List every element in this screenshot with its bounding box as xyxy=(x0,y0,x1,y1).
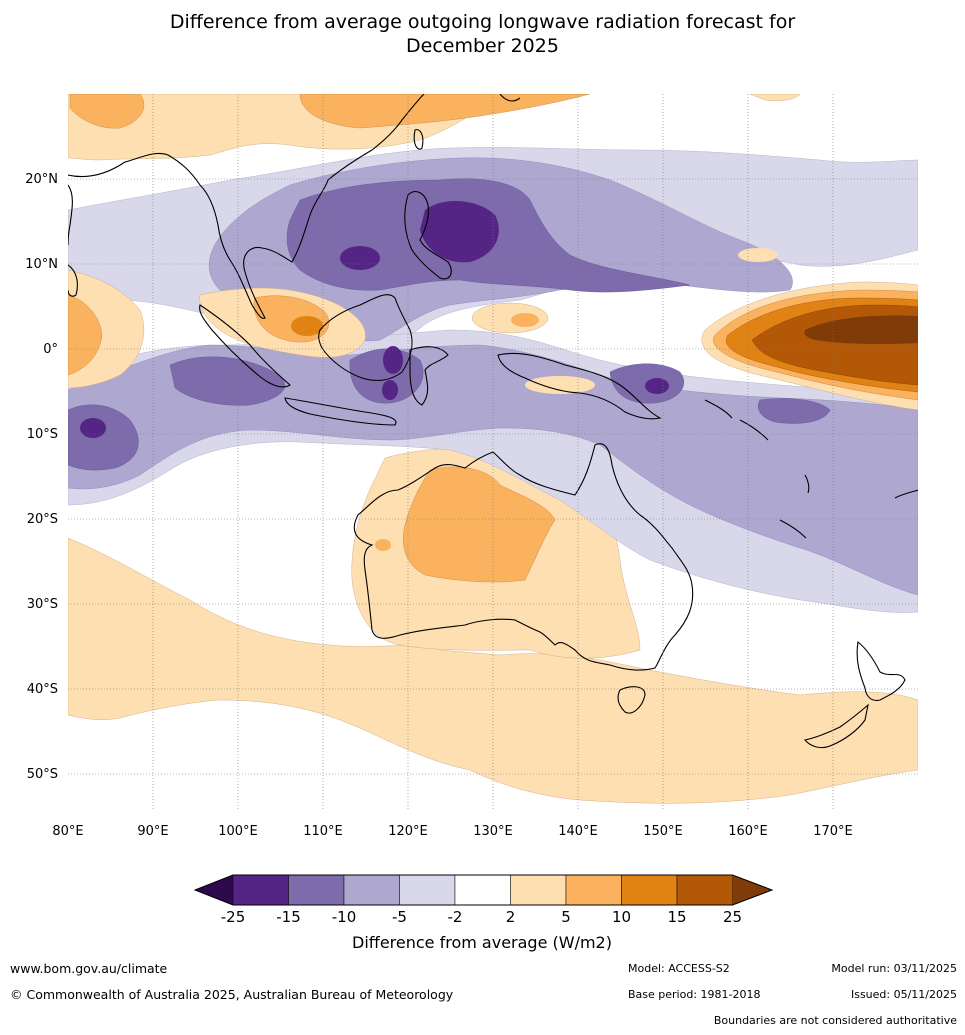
coast-india xyxy=(68,184,73,246)
coast-new-guinea xyxy=(497,352,662,420)
colorbar-segment xyxy=(399,874,456,906)
lat-label: 0° xyxy=(43,342,58,357)
anomaly-core-malaya xyxy=(291,316,323,336)
anomaly-blob-sulu-moderate xyxy=(511,313,539,327)
issued-date: Issued: 05/11/2025 xyxy=(850,988,957,1001)
anomaly-core-philippines xyxy=(420,200,499,263)
title-line-2: December 2025 xyxy=(406,35,559,57)
coastlines xyxy=(68,94,918,749)
coast-australia xyxy=(353,443,694,671)
anomaly-blob-pacific-positive xyxy=(738,248,778,262)
model-run-date: Model run: 03/11/2025 xyxy=(831,962,957,975)
lon-label: 160°E xyxy=(728,824,768,839)
colorbar-min-arrow xyxy=(195,875,233,905)
anomaly-region-australia-strong-positive xyxy=(403,466,556,583)
anomaly-core-png xyxy=(645,378,669,394)
lon-label: 170°E xyxy=(813,824,853,839)
coast-asia-mainland xyxy=(68,94,425,319)
lat-label: 10°N xyxy=(25,257,58,272)
coast-new-zealand-north xyxy=(856,640,906,701)
lat-label: 10°S xyxy=(27,427,58,442)
colorbar-tick-label: -10 xyxy=(332,908,357,926)
colorbar-segment xyxy=(510,874,567,906)
coast-fiji xyxy=(894,489,918,499)
colorbar-tick-label: 5 xyxy=(561,908,571,926)
colorbar-tick-label: 15 xyxy=(667,908,686,926)
lon-label: 140°E xyxy=(558,824,598,839)
anomaly-region-ne-positive xyxy=(749,94,801,101)
colorbar-tick-label: 2 xyxy=(506,908,516,926)
coast-taiwan xyxy=(413,129,424,150)
coast-japan xyxy=(499,94,521,102)
anomaly-blob-arafura-positive xyxy=(525,376,595,394)
title-line-1: Difference from average outgoing longwav… xyxy=(169,11,796,33)
coast-sumatra xyxy=(199,304,291,388)
lon-label: 110°E xyxy=(303,824,343,839)
lon-label: 120°E xyxy=(388,824,428,839)
anomaly-spot-wa xyxy=(375,539,391,551)
lat-label: 40°S xyxy=(27,682,58,697)
coast-java xyxy=(284,397,397,426)
lat-label: 30°S xyxy=(27,597,58,612)
lat-label: 20°N xyxy=(25,172,58,187)
longitude-labels: 80°E 90°E 100°E 110°E 120°E 130°E 140°E … xyxy=(52,824,852,839)
anomaly-region-sea-strong-negative xyxy=(169,356,285,406)
anomaly-region-china-moderate-positive xyxy=(299,94,591,129)
lon-label: 90°E xyxy=(137,824,168,839)
coast-tasmania xyxy=(617,686,646,714)
base-period: Base period: 1981-2018 xyxy=(628,988,761,1001)
anomaly-core-indian-ocean xyxy=(80,418,106,438)
anomaly-core-south-china-sea xyxy=(340,246,380,270)
coast-new-zealand-south xyxy=(803,703,869,749)
anomaly-core-sulawesi xyxy=(382,380,398,400)
coast-new-caledonia xyxy=(779,519,807,539)
colorbar-outline xyxy=(193,874,774,906)
coast-vanuatu xyxy=(804,474,810,494)
colorbar-title: Difference from average (W/m2) xyxy=(352,933,612,952)
lat-label: 50°S xyxy=(27,767,58,782)
colorbar-segment xyxy=(454,874,511,906)
colorbar-segment xyxy=(288,874,345,906)
boundary-disclaimer: Boundaries are not considered authoritat… xyxy=(713,1014,957,1027)
chart-title: Difference from average outgoing longwav… xyxy=(0,10,965,58)
colorbar-tick-label: -5 xyxy=(392,908,407,926)
lon-label: 150°E xyxy=(643,824,683,839)
lon-label: 80°E xyxy=(52,824,83,839)
colorbar-segment xyxy=(676,874,733,906)
lon-label: 130°E xyxy=(473,824,513,839)
website-link[interactable]: www.bom.gov.au/climate xyxy=(10,961,168,976)
anomaly-region-coralsea-strong-negative xyxy=(757,398,831,424)
colorbar-segment xyxy=(565,874,622,906)
colorbar-tick-label: 25 xyxy=(723,908,742,926)
anomaly-region-west-indian-moderate-positive xyxy=(68,294,103,376)
colorbar-max-arrow xyxy=(732,875,772,905)
lon-label: 100°E xyxy=(218,824,258,839)
lat-label: 20°S xyxy=(27,512,58,527)
colorbar-segment xyxy=(621,874,678,906)
anomaly-core-borneo xyxy=(383,346,403,374)
anomaly-region-nw-moderate-positive xyxy=(69,94,145,129)
colorbar-tick-label: 10 xyxy=(612,908,631,926)
coast-borneo xyxy=(318,294,413,381)
map-panel xyxy=(68,94,918,810)
gridlines xyxy=(68,94,918,810)
coast-solomon-islands xyxy=(704,399,769,441)
colorbar-tick-label: -25 xyxy=(221,908,246,926)
latitude-labels: 20°N 10°N 0° 10°S 20°S 30°S 40°S 50°S xyxy=(25,172,58,782)
coast-philippines xyxy=(404,191,452,280)
colorbar-tick-label: -2 xyxy=(448,908,463,926)
coast-sri-lanka xyxy=(68,264,78,297)
copyright-text: © Commonwealth of Australia 2025, Austra… xyxy=(10,987,454,1002)
model-name: Model: ACCESS-S2 xyxy=(628,962,730,975)
colorbar: -25 -15 -10 -5 -2 2 5 10 15 25 Differenc… xyxy=(193,874,774,952)
colorbar-segment xyxy=(232,874,289,906)
colorbar-tick-label: -15 xyxy=(276,908,301,926)
colorbar-segment xyxy=(343,874,400,906)
